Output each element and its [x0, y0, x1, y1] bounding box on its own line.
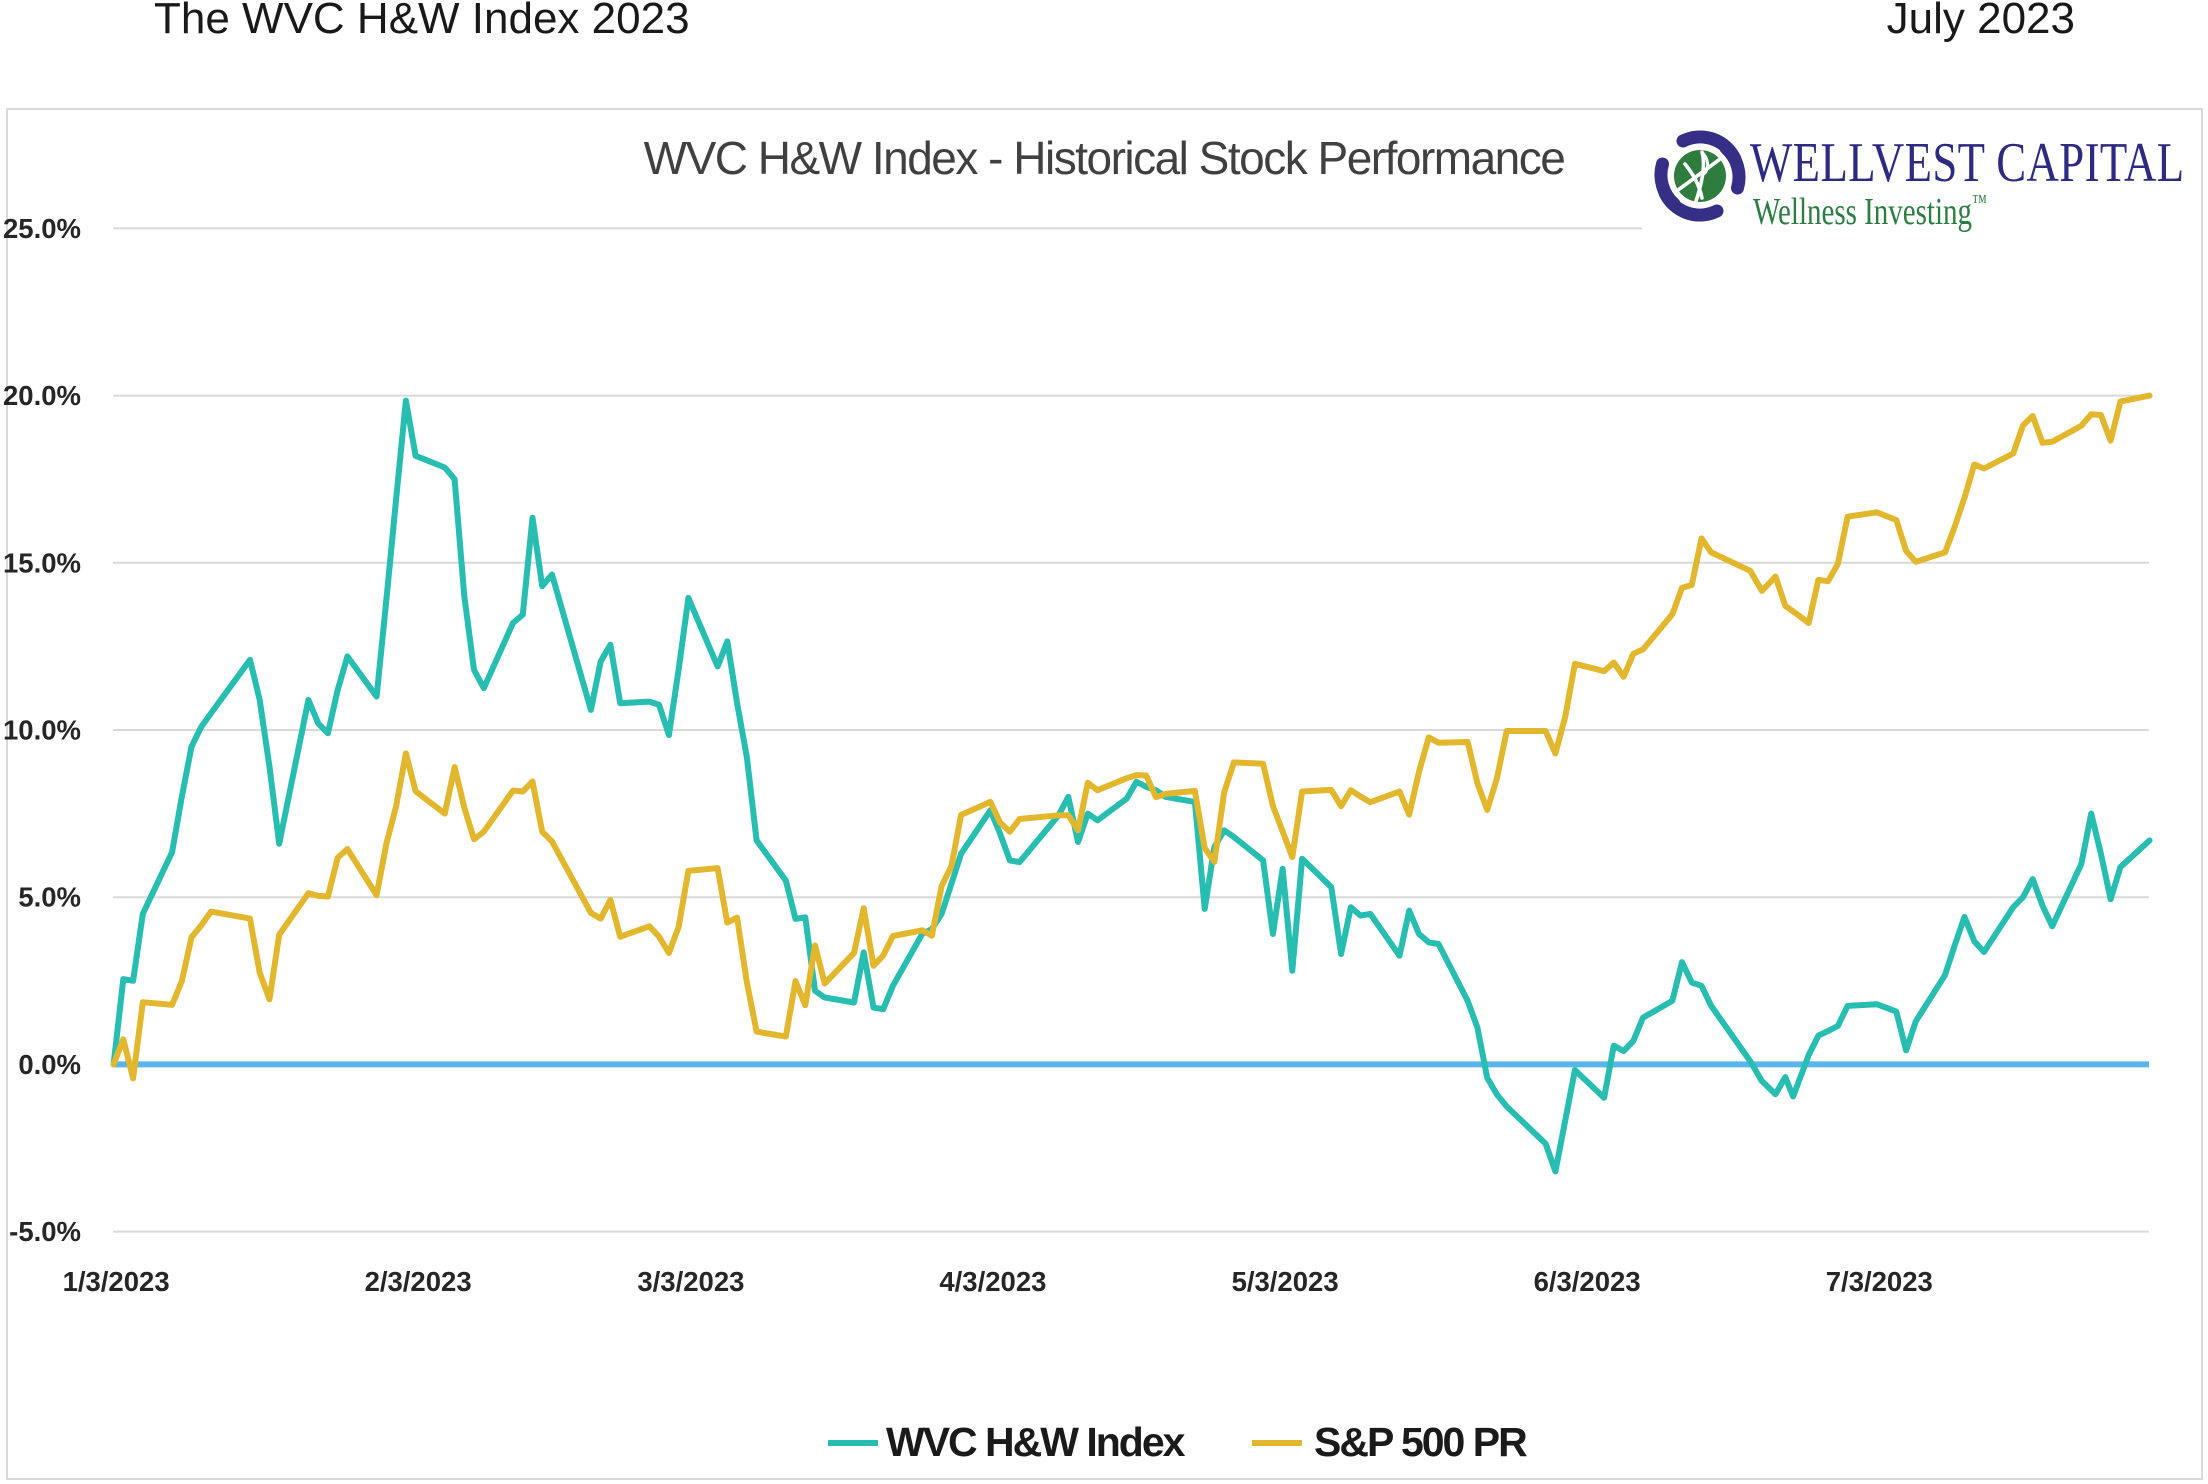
svg-text:WELLVEST CAPITAL: WELLVEST CAPITAL	[1750, 131, 2185, 193]
svg-text:5/3/2023: 5/3/2023	[1232, 1266, 1339, 1297]
svg-text:2/3/2023: 2/3/2023	[365, 1266, 472, 1297]
svg-text:0.0%: 0.0%	[18, 1049, 81, 1080]
svg-text:WVC H&W Index - Historical Sto: WVC H&W Index - Historical Stock Perform…	[644, 132, 1565, 184]
svg-text:3/3/2023: 3/3/2023	[637, 1266, 744, 1297]
svg-text:10.0%: 10.0%	[3, 715, 81, 746]
svg-text:15.0%: 15.0%	[3, 547, 81, 578]
svg-text:7/3/2023: 7/3/2023	[1826, 1266, 1933, 1297]
svg-text:4/3/2023: 4/3/2023	[939, 1266, 1046, 1297]
svg-text:5.0%: 5.0%	[18, 882, 81, 913]
svg-text:25.0%: 25.0%	[3, 213, 81, 244]
svg-text:S&P 500 PR: S&P 500 PR	[1314, 1419, 1527, 1465]
svg-text:Wellness Investing™: Wellness Investing™	[1753, 190, 1987, 233]
svg-text:20.0%: 20.0%	[3, 380, 81, 411]
svg-text:WVC H&W Index: WVC H&W Index	[886, 1419, 1186, 1465]
svg-text:1/3/2023: 1/3/2023	[63, 1266, 170, 1297]
svg-text:6/3/2023: 6/3/2023	[1534, 1266, 1641, 1297]
svg-text:-5.0%: -5.0%	[9, 1216, 81, 1247]
